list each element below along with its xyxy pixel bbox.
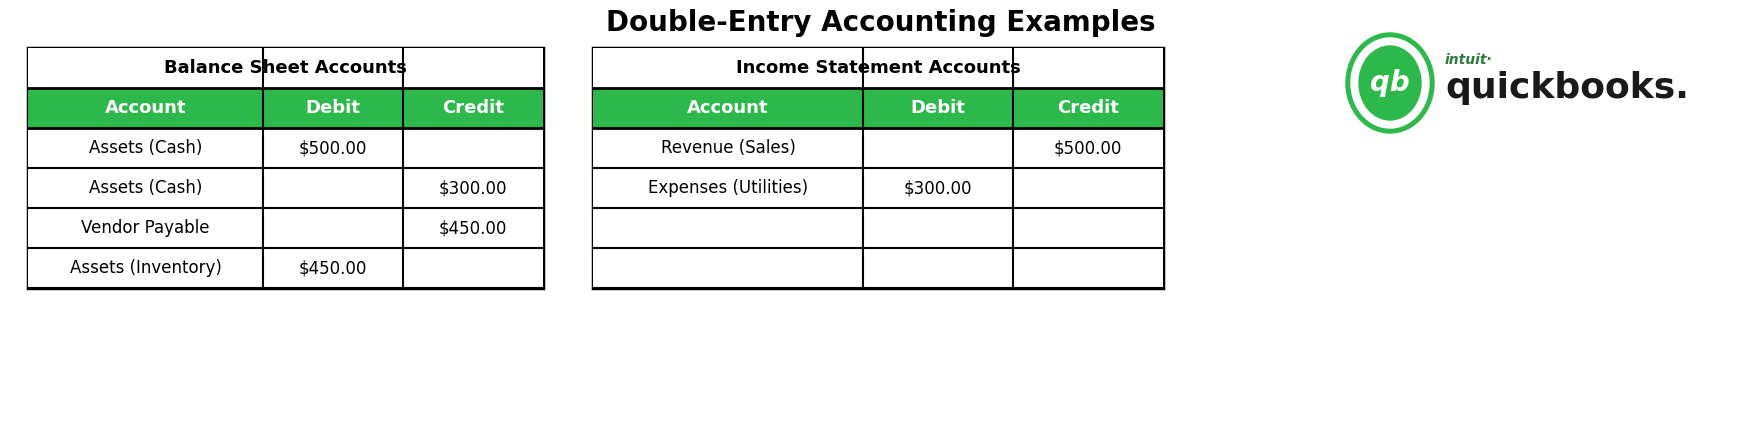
Text: $450.00: $450.00 xyxy=(300,259,366,277)
Text: Credit: Credit xyxy=(1057,99,1119,117)
Text: Debit: Debit xyxy=(305,99,361,117)
Bar xyxy=(28,48,543,288)
Text: $300.00: $300.00 xyxy=(439,179,507,197)
Bar xyxy=(28,248,543,288)
Text: Revenue (Sales): Revenue (Sales) xyxy=(661,139,795,157)
Text: Account: Account xyxy=(104,99,187,117)
Bar xyxy=(594,48,1163,88)
Text: Assets (Cash): Assets (Cash) xyxy=(88,139,203,157)
Bar xyxy=(594,248,1163,288)
Bar xyxy=(594,208,1163,248)
Text: Income Statement Accounts: Income Statement Accounts xyxy=(735,59,1020,77)
Text: $500.00: $500.00 xyxy=(300,139,366,157)
Bar xyxy=(594,168,1163,208)
Text: Vendor Payable: Vendor Payable xyxy=(81,219,210,237)
Bar xyxy=(594,88,1163,128)
Bar xyxy=(594,48,1163,288)
Bar xyxy=(28,128,543,168)
Text: $500.00: $500.00 xyxy=(1054,139,1122,157)
Text: Debit: Debit xyxy=(911,99,966,117)
Ellipse shape xyxy=(1359,46,1420,120)
Text: Double-Entry Accounting Examples: Double-Entry Accounting Examples xyxy=(606,9,1156,37)
Ellipse shape xyxy=(1346,33,1434,133)
Text: Account: Account xyxy=(687,99,768,117)
Text: $450.00: $450.00 xyxy=(439,219,507,237)
Text: Credit: Credit xyxy=(442,99,504,117)
Bar xyxy=(28,208,543,248)
Bar xyxy=(28,168,543,208)
Text: quickbooks.: quickbooks. xyxy=(1445,71,1688,105)
Bar xyxy=(28,48,543,88)
Text: Balance Sheet Accounts: Balance Sheet Accounts xyxy=(164,59,407,77)
Bar xyxy=(594,128,1163,168)
Text: $300.00: $300.00 xyxy=(904,179,973,197)
Text: intuit·: intuit· xyxy=(1445,53,1492,67)
Text: Assets (Inventory): Assets (Inventory) xyxy=(69,259,222,277)
Text: Expenses (Utilities): Expenses (Utilities) xyxy=(648,179,809,197)
Ellipse shape xyxy=(1351,38,1429,128)
Text: Assets (Cash): Assets (Cash) xyxy=(88,179,203,197)
Text: qb: qb xyxy=(1371,69,1410,97)
Bar xyxy=(28,88,543,128)
